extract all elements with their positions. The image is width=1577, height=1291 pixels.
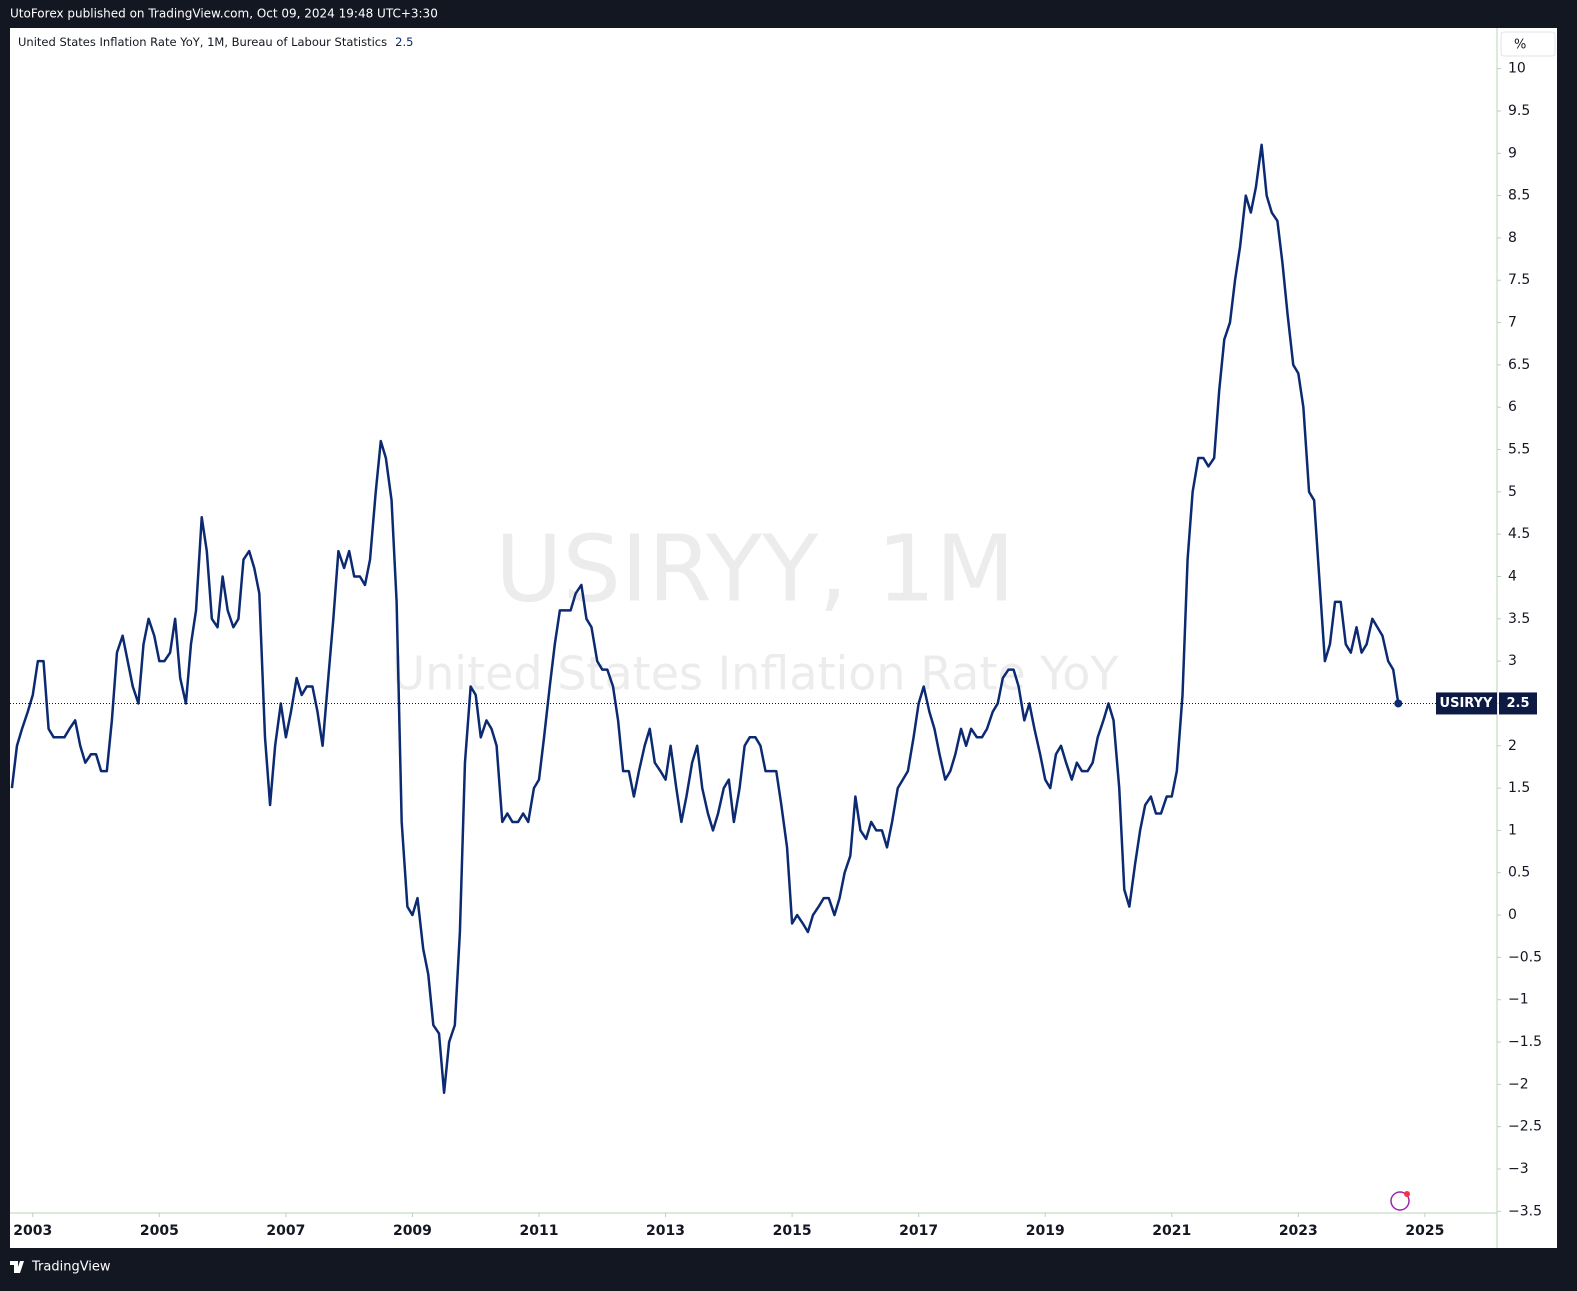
y-tick-label: 2 xyxy=(1508,738,1517,754)
x-tick-label: 2025 xyxy=(1405,1223,1444,1239)
y-tick-label: 0 xyxy=(1508,907,1517,923)
y-tick-label: 9 xyxy=(1508,145,1517,161)
alert-icon[interactable] xyxy=(1390,1191,1410,1211)
y-tick-label: 7 xyxy=(1508,315,1517,331)
x-tick-label: 2019 xyxy=(1026,1223,1065,1239)
x-tick-label: 2017 xyxy=(899,1223,938,1239)
y-tick-label: 10 xyxy=(1508,61,1526,77)
price-tag-name-bg xyxy=(1436,692,1497,715)
footer-brand: TradingView xyxy=(31,1260,111,1275)
y-tick-label: 8.5 xyxy=(1508,188,1530,204)
x-tick-label: 2003 xyxy=(13,1223,52,1239)
legend-value: 2.5 xyxy=(395,35,413,49)
x-tick-label: 2011 xyxy=(520,1223,559,1239)
y-tick-label: −0.5 xyxy=(1508,949,1542,965)
y-tick-label: −1 xyxy=(1508,992,1529,1008)
unit-label: % xyxy=(1514,38,1526,53)
legend-title: United States Inflation Rate YoY, 1M, Bu… xyxy=(18,35,387,49)
y-tick-label: 0.5 xyxy=(1508,865,1530,881)
y-tick-label: −3.5 xyxy=(1508,1203,1542,1219)
last-point xyxy=(1394,699,1403,708)
y-tick-label: 4 xyxy=(1508,568,1517,584)
y-tick-label: −1.5 xyxy=(1508,1034,1542,1050)
y-tick-label: −3 xyxy=(1508,1161,1529,1177)
chart-area xyxy=(10,28,1557,1248)
price-tag-value: 2.5 xyxy=(1506,696,1529,711)
x-tick-label: 2009 xyxy=(393,1223,432,1239)
y-tick-label: 3 xyxy=(1508,653,1517,669)
legend: United States Inflation Rate YoY, 1M, Bu… xyxy=(18,35,413,49)
watermark-symbol: USIRYY, 1M xyxy=(495,515,1015,622)
watermark-name: United States Inflation Rate YoY xyxy=(391,647,1119,701)
y-tick-label: 6.5 xyxy=(1508,357,1530,373)
y-tick-label: 6 xyxy=(1508,399,1517,415)
x-tick-label: 2023 xyxy=(1279,1223,1318,1239)
y-tick-label: 1 xyxy=(1508,822,1517,838)
series-line xyxy=(10,143,1400,1095)
y-tick-label: 8 xyxy=(1508,230,1517,246)
x-tick-label: 2015 xyxy=(773,1223,812,1239)
price-tag-name: USIRYY xyxy=(1440,696,1493,711)
publish-header: UtoForex published on TradingView.com, O… xyxy=(10,7,438,21)
y-tick-label: −2.5 xyxy=(1508,1119,1542,1135)
y-tick-label: 5.5 xyxy=(1508,442,1530,458)
y-tick-label: 7.5 xyxy=(1508,272,1530,288)
x-tick-label: 2007 xyxy=(266,1223,305,1239)
y-tick-label: 3.5 xyxy=(1508,611,1530,627)
x-tick-label: 2021 xyxy=(1152,1223,1191,1239)
y-tick-label: 4.5 xyxy=(1508,526,1530,542)
tradingview-logo xyxy=(10,1261,24,1273)
alert-dot xyxy=(1404,1191,1410,1197)
y-tick-label: 5 xyxy=(1508,484,1517,500)
x-tick-label: 2005 xyxy=(140,1223,179,1239)
y-tick-label: 1.5 xyxy=(1508,780,1530,796)
unit-box[interactable] xyxy=(1500,31,1556,57)
x-tick-label: 2013 xyxy=(646,1223,685,1239)
price-tag-value-bg xyxy=(1499,692,1537,715)
y-tick-label: −2 xyxy=(1508,1076,1529,1092)
y-tick-label: 9.5 xyxy=(1508,103,1530,119)
